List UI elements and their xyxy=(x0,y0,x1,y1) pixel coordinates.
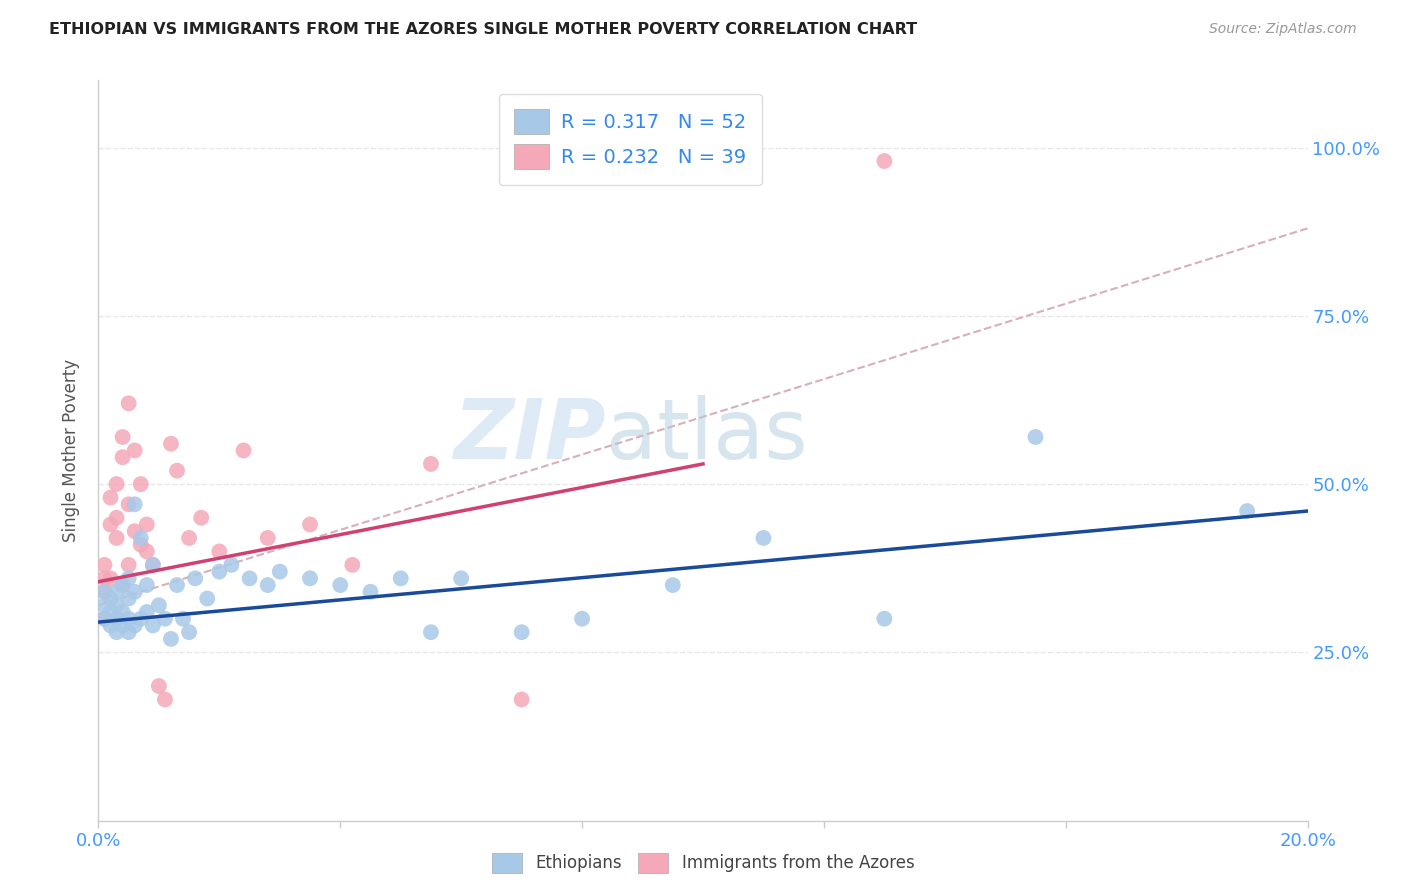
Point xyxy=(111,578,134,592)
Point xyxy=(148,679,170,693)
Point xyxy=(873,154,896,169)
Text: ETHIOPIAN VS IMMIGRANTS FROM THE AZORES SINGLE MOTHER POVERTY CORRELATION CHART: ETHIOPIAN VS IMMIGRANTS FROM THE AZORES … xyxy=(49,22,917,37)
Point xyxy=(299,571,322,585)
Point xyxy=(105,612,128,626)
Point xyxy=(124,524,146,539)
Point xyxy=(100,491,122,505)
Point xyxy=(179,531,201,545)
Point xyxy=(160,436,183,450)
Point xyxy=(124,584,146,599)
Point xyxy=(172,612,194,626)
Point xyxy=(93,612,115,626)
Point xyxy=(179,625,201,640)
Point xyxy=(118,591,141,606)
Point xyxy=(111,578,134,592)
Point xyxy=(873,612,896,626)
Point xyxy=(208,544,231,558)
Point xyxy=(105,599,128,613)
Point xyxy=(256,531,278,545)
Point xyxy=(129,538,152,552)
Point xyxy=(153,612,176,626)
Legend: R = 0.317   N = 52, R = 0.232   N = 39: R = 0.317 N = 52, R = 0.232 N = 39 xyxy=(499,94,762,185)
Point xyxy=(93,584,115,599)
Point xyxy=(111,430,134,444)
Point xyxy=(105,477,128,491)
Point xyxy=(93,571,115,585)
Point xyxy=(661,578,683,592)
Point xyxy=(184,571,207,585)
Point xyxy=(93,599,115,613)
Point xyxy=(135,517,157,532)
Point xyxy=(160,632,183,646)
Point xyxy=(269,565,291,579)
Point xyxy=(148,599,170,613)
Point xyxy=(118,625,141,640)
Point xyxy=(195,591,218,606)
Point xyxy=(118,571,141,585)
Point xyxy=(100,571,122,585)
Point xyxy=(142,618,165,632)
Point xyxy=(571,612,593,626)
Point xyxy=(239,571,262,585)
Point xyxy=(100,517,122,532)
Point xyxy=(661,154,683,169)
Point xyxy=(142,558,165,572)
Point xyxy=(105,510,128,524)
Point xyxy=(329,578,352,592)
Point xyxy=(93,612,115,626)
Point xyxy=(105,531,128,545)
Point xyxy=(124,618,146,632)
Point xyxy=(420,457,443,471)
Point xyxy=(111,618,134,632)
Point xyxy=(100,618,122,632)
Point xyxy=(105,625,128,640)
Point xyxy=(93,584,115,599)
Point xyxy=(232,443,254,458)
Point xyxy=(389,571,412,585)
Point xyxy=(135,544,157,558)
Text: Source: ZipAtlas.com: Source: ZipAtlas.com xyxy=(1209,22,1357,37)
Point xyxy=(118,497,141,511)
Point xyxy=(450,571,472,585)
Point xyxy=(510,625,533,640)
Y-axis label: Single Mother Poverty: Single Mother Poverty xyxy=(62,359,80,542)
Legend: Ethiopians, Immigrants from the Azores: Ethiopians, Immigrants from the Azores xyxy=(485,847,921,880)
Point xyxy=(129,477,152,491)
Text: ZIP: ZIP xyxy=(454,395,606,476)
Point xyxy=(166,578,188,592)
Point xyxy=(111,605,134,619)
Point xyxy=(221,558,243,572)
Point xyxy=(124,497,146,511)
Point xyxy=(166,464,188,478)
Point xyxy=(342,558,364,572)
Point xyxy=(105,584,128,599)
Point xyxy=(420,625,443,640)
Point xyxy=(118,612,141,626)
Point xyxy=(208,565,231,579)
Point xyxy=(111,450,134,465)
Point xyxy=(1236,504,1258,518)
Point xyxy=(1024,430,1046,444)
Text: atlas: atlas xyxy=(606,395,808,476)
Point xyxy=(100,591,122,606)
Point xyxy=(135,578,157,592)
Point xyxy=(142,558,165,572)
Point xyxy=(105,612,128,626)
Point xyxy=(510,692,533,706)
Point xyxy=(129,531,152,545)
Point xyxy=(752,531,775,545)
Point xyxy=(360,584,382,599)
Point xyxy=(93,558,115,572)
Point xyxy=(100,605,122,619)
Point xyxy=(118,558,141,572)
Point xyxy=(135,605,157,619)
Point xyxy=(256,578,278,592)
Point xyxy=(153,692,176,706)
Point xyxy=(129,612,152,626)
Point xyxy=(118,396,141,410)
Point xyxy=(190,510,212,524)
Point xyxy=(299,517,322,532)
Point xyxy=(124,443,146,458)
